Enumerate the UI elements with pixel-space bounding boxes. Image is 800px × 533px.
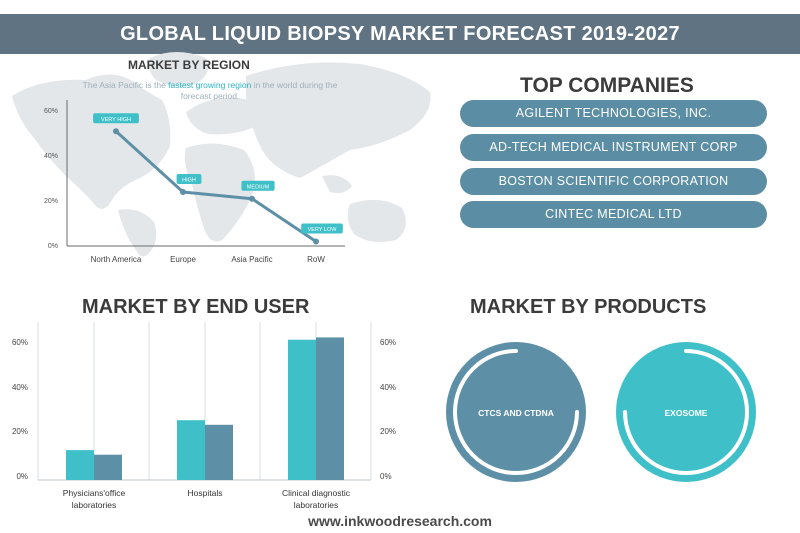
region-point-label: HIGH <box>182 178 196 184</box>
enduser-bar <box>316 337 344 480</box>
products-title: MARKET BY PRODUCTS <box>470 296 707 318</box>
enduser-x-tick: laboratories <box>72 500 116 510</box>
region-point-label: MEDIUM <box>247 184 270 190</box>
enduser-x-tick: Clinical diagnostic <box>282 488 351 498</box>
enduser-x-tick: Hospitals <box>188 488 223 498</box>
region-note: The Asia Pacific is the fastest growing … <box>80 80 340 102</box>
product-label: EXOSOME <box>665 408 708 418</box>
enduser-bar <box>66 450 94 480</box>
enduser-y-tick-right: 40% <box>380 383 396 392</box>
region-point-badge <box>241 180 275 191</box>
region-point-label: VERY LOW <box>308 227 338 233</box>
region-line-marks: VERY HIGH HIGH MEDIUM VERY LOW <box>93 113 343 245</box>
world-map-shape <box>12 52 431 257</box>
enduser-bar <box>94 454 122 480</box>
region-y-axis: 60% 40% 20% 0% <box>44 100 345 250</box>
enduser-x-tick: laboratories <box>294 500 338 510</box>
region-point-badge <box>93 113 139 124</box>
enduser-y-tick-right: 0% <box>380 472 392 481</box>
ctcs-ring: CTCS AND CTDNA <box>446 342 586 482</box>
header-title: GLOBAL LIQUID BIOPSY MARKET FORECAST 201… <box>0 14 800 54</box>
company-pill: BOSTON SCIENTIFIC CORPORATION <box>460 168 767 195</box>
enduser-y-tick: 20% <box>12 427 28 436</box>
region-point-label: VERY HIGH <box>101 117 131 123</box>
enduser-chart: 60% 40% 20% 0% 60% 40% 20% 0% Physicians… <box>12 322 396 510</box>
enduser-bar <box>177 420 205 480</box>
enduser-x-tick: Physicians'office <box>63 488 126 498</box>
region-note-text: The Asia Pacific is the <box>82 80 169 90</box>
region-point <box>249 195 255 202</box>
region-point <box>313 238 319 245</box>
enduser-y-tick-right: 20% <box>380 427 396 436</box>
region-x-tick: Europe <box>170 255 196 264</box>
region-y-tick: 20% <box>44 198 58 205</box>
enduser-y-tick-right: 60% <box>380 338 396 347</box>
region-x-tick: North America <box>91 255 142 264</box>
enduser-y-axis-right: 60% 40% 20% 0% <box>380 338 396 481</box>
region-y-tick: 60% <box>44 108 58 115</box>
region-y-tick: 40% <box>44 153 58 160</box>
region-point-badge <box>176 174 202 184</box>
enduser-bar <box>205 424 233 480</box>
enduser-bar <box>288 339 316 480</box>
product-label: CTCS AND CTDNA <box>478 408 554 418</box>
enduser-y-tick: 0% <box>16 472 28 481</box>
footer-url[interactable]: www.inkwoodresearch.com <box>308 513 492 529</box>
region-point <box>113 128 119 135</box>
enduser-y-axis-left: 60% 40% 20% 0% <box>12 338 28 481</box>
region-note-highlight: fastest growing region <box>168 80 252 90</box>
enduser-bars <box>66 337 344 480</box>
region-x-tick: RoW <box>307 255 325 264</box>
exosome-ring: EXOSOME <box>616 342 756 482</box>
region-title: MARKET BY REGION <box>128 58 250 72</box>
region-y-tick: 0% <box>48 243 58 250</box>
region-point-badge <box>301 223 343 234</box>
enduser-y-tick: 60% <box>12 338 28 347</box>
region-note-text-end: in the world during the forecast period. <box>180 80 338 101</box>
products-rings: CTCS AND CTDNA EXOSOME <box>446 342 756 482</box>
enduser-y-tick: 40% <box>12 383 28 392</box>
region-series-line <box>114 130 317 243</box>
company-pill: AD-TECH MEDICAL INSTRUMENT CORP <box>460 134 767 161</box>
company-pill: CINTEC MEDICAL LTD <box>460 201 767 228</box>
enduser-x-labels: Physicians'office laboratories Hospitals… <box>63 488 351 510</box>
enduser-title: MARKET BY END USER <box>82 296 310 318</box>
region-x-labels: North America Europe Asia Pacific RoW <box>91 255 326 264</box>
region-x-tick: Asia Pacific <box>231 255 272 264</box>
company-pill: AGILENT TECHNOLOGIES, INC. <box>460 100 767 127</box>
region-point <box>180 189 186 195</box>
companies-title: TOP COMPANIES <box>520 74 694 97</box>
